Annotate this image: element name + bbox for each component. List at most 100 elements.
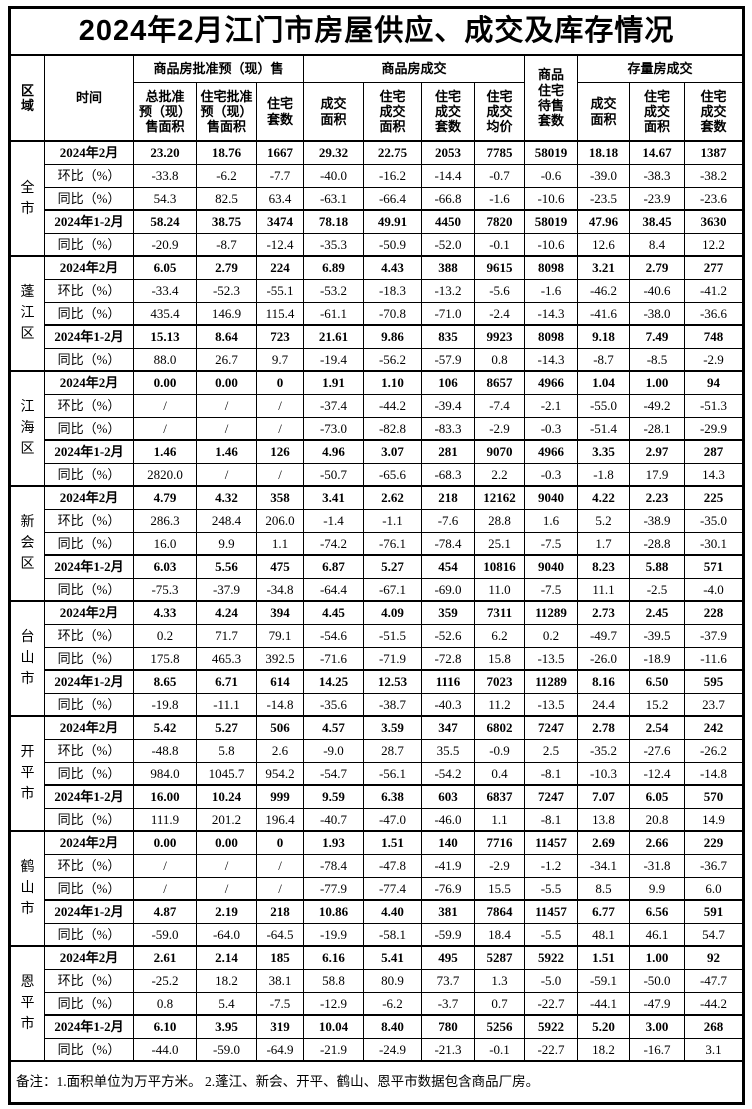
value-cell: 2053 (421, 140, 475, 165)
value-cell: / (196, 462, 257, 487)
value-cell: 5.88 (629, 554, 685, 579)
value-cell: 7716 (474, 830, 525, 855)
value-cell: 5.56 (196, 554, 257, 579)
value-cell: 9070 (474, 439, 525, 464)
group-header-approved-presale: 商品房批准预（现）售 (133, 54, 304, 83)
value-cell: 1.93 (303, 830, 364, 855)
value-cell: 1.3 (474, 968, 525, 993)
value-cell: -38.7 (363, 692, 422, 717)
value-cell: 4.09 (363, 600, 422, 625)
table-row: 2024年1-2月 15.13 8.64 723 21.61 9.86 835 9923 809… (10, 324, 745, 349)
value-cell: -16.7 (629, 1037, 685, 1062)
value-cell: -22.7 (524, 1037, 578, 1062)
value-cell: 6.77 (577, 899, 630, 924)
table-row: 同比（%） 984.0 1045.7 954.2 -54.7 -56.1 -54.2 0.4-… (10, 761, 745, 786)
value-cell: 2.23 (629, 485, 685, 510)
value-cell: -23.9 (629, 186, 685, 211)
value-cell: 8.65 (133, 669, 197, 694)
value-cell: 6.89 (303, 255, 364, 280)
value-cell: 38.45 (629, 209, 685, 234)
value-cell: -7.5 (524, 531, 578, 556)
value-cell: 10.24 (196, 784, 257, 809)
value-cell: 2.2 (474, 462, 525, 487)
value-cell: 3.59 (363, 715, 422, 740)
value-cell: 18.2 (196, 968, 257, 993)
value-cell: -48.8 (133, 738, 197, 763)
value-cell: -26.2 (683, 738, 745, 763)
value-cell: -25.2 (133, 968, 197, 993)
value-cell: 206.0 (256, 508, 304, 533)
table-row: 同比（%） 435.4 146.9 115.4 -61.1 -70.8 -71.0 -2.4-… (10, 301, 745, 326)
table-row: 恩 平 市 2024年2月 2.61 2.14 185 6.16 5.41 495 5287 59… (9, 945, 745, 1062)
value-cell: 5922 (524, 1014, 578, 1039)
value-cell: -23.6 (683, 186, 745, 211)
value-cell: -71.9 (363, 646, 422, 671)
value-cell: 5256 (474, 1014, 525, 1039)
value-cell: -40.0 (303, 163, 364, 188)
value-cell: -19.9 (303, 922, 364, 947)
value-cell: 29.32 (303, 140, 364, 165)
value-cell: 71.7 (196, 623, 257, 648)
value-cell: -44.1 (577, 991, 630, 1016)
value-cell: 6.05 (133, 255, 197, 280)
value-cell: -83.3 (421, 416, 475, 441)
value-cell: 228 (683, 600, 745, 625)
value-cell: / (256, 876, 304, 901)
value-cell: 1.10 (363, 370, 422, 395)
value-cell: 2.69 (577, 830, 630, 855)
subcol-residential-sold-units: 住宅 成交 套数 (421, 82, 475, 142)
value-cell: -56.1 (363, 761, 422, 786)
table-row: 台 山 市 2024年2月 4.33 4.24 394 4.45 4.09 359 7311 11… (9, 600, 745, 717)
value-cell: 9.86 (363, 324, 422, 349)
value-cell: -44.2 (363, 393, 422, 418)
value-cell: 8657 (474, 370, 525, 395)
value-cell: 248.4 (196, 508, 257, 533)
value-cell: -50.7 (303, 462, 364, 487)
value-cell: 9615 (474, 255, 525, 280)
table-row: 同比（%） / / / -77.9 -77.4 -76.9 15.5 -5.5 8.5 9.9 6.0 (10, 876, 745, 901)
value-cell: 1.91 (303, 370, 364, 395)
value-cell: -29.9 (683, 416, 745, 441)
value-cell: 224 (256, 255, 304, 280)
value-cell: -47.8 (363, 853, 422, 878)
value-cell: -35.0 (683, 508, 745, 533)
value-cell: / (196, 416, 257, 441)
value-cell: -58.1 (363, 922, 422, 947)
period-label: 环比（%） (44, 163, 134, 188)
value-cell: 394 (256, 600, 304, 625)
period-label: 同比（%） (44, 416, 134, 441)
value-cell: -4.0 (683, 577, 745, 602)
value-cell: 63.4 (256, 186, 304, 211)
value-cell: 21.61 (303, 324, 364, 349)
value-cell: -78.4 (421, 531, 475, 556)
subcol-stock-residential-sold-area: 住宅 成交 面积 (629, 82, 685, 142)
value-cell: -31.8 (629, 853, 685, 878)
value-cell: 54.3 (133, 186, 197, 211)
table-row: 2024年1-2月 8.65 6.71 614 14.25 12.53 1116 7023 11… (10, 669, 745, 694)
region-label: 全 市 (9, 140, 45, 257)
value-cell: -20.9 (133, 232, 197, 257)
value-cell: 614 (256, 669, 304, 694)
period-label: 2024年1-2月 (44, 784, 134, 809)
value-cell: -74.2 (303, 531, 364, 556)
value-cell: / (133, 853, 197, 878)
value-cell: -73.0 (303, 416, 364, 441)
value-cell: 506 (256, 715, 304, 740)
value-cell: -40.6 (629, 278, 685, 303)
subcol-stock-sold-area: 成交 面积 (577, 82, 630, 142)
value-cell: 7247 (524, 784, 578, 809)
value-cell: 8098 (524, 255, 578, 280)
period-label: 环比（%） (44, 968, 134, 993)
value-cell: 591 (683, 899, 745, 924)
group-header-commodity-sales: 商品房成交 (303, 54, 525, 83)
value-cell: -44.0 (133, 1037, 197, 1062)
value-cell: 6.50 (629, 669, 685, 694)
value-cell: 2.6 (256, 738, 304, 763)
value-cell: 12.53 (363, 669, 422, 694)
value-cell: -78.4 (303, 853, 364, 878)
period-label: 2024年2月 (44, 600, 134, 625)
period-label: 2024年1-2月 (44, 899, 134, 924)
value-cell: 4.45 (303, 600, 364, 625)
value-cell: 10816 (474, 554, 525, 579)
value-cell: 7785 (474, 140, 525, 165)
